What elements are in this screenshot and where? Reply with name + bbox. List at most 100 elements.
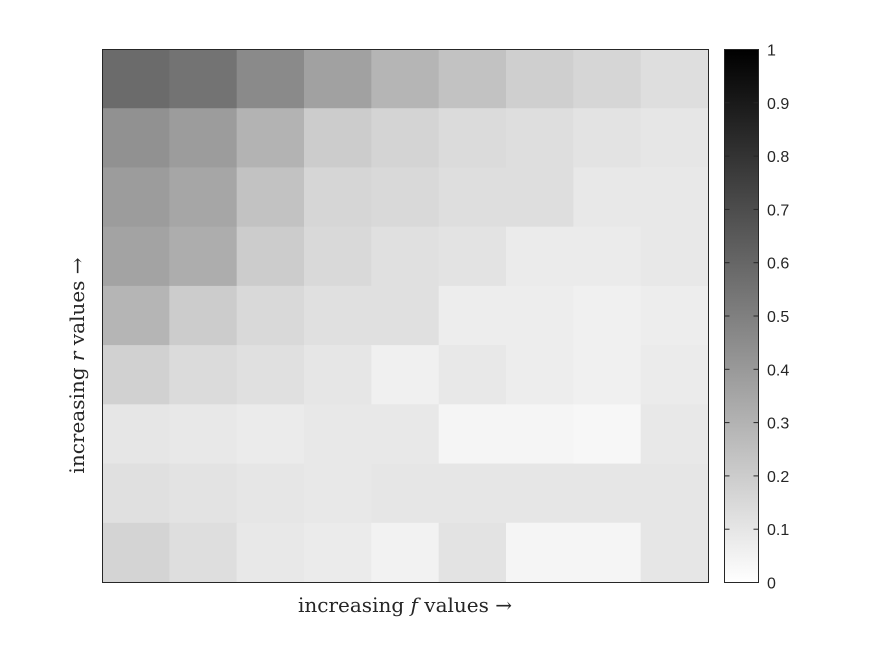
heatmap-cell bbox=[438, 226, 507, 287]
colorbar-tick-label: 1 bbox=[767, 43, 776, 60]
heatmap-cell bbox=[236, 463, 305, 524]
heatmap-cell bbox=[371, 285, 440, 346]
heatmap-cell bbox=[169, 49, 238, 109]
heatmap-cell bbox=[102, 463, 170, 524]
heatmap-cell bbox=[371, 167, 440, 228]
heatmap-cell bbox=[102, 167, 170, 228]
heatmap-cell bbox=[506, 108, 574, 169]
heatmap-cell bbox=[236, 167, 305, 228]
heatmap-cell bbox=[102, 108, 170, 169]
heatmap-cell bbox=[236, 226, 305, 287]
heatmap-cell bbox=[438, 404, 507, 465]
heatmap-cell bbox=[169, 404, 238, 465]
heatmap-cell bbox=[371, 49, 440, 109]
colorbar-tick-label: 0.1 bbox=[767, 522, 789, 539]
heatmap-cell bbox=[640, 285, 709, 346]
heatmap-cell bbox=[236, 404, 305, 465]
heatmap-cell bbox=[573, 285, 642, 346]
heatmap-cell bbox=[371, 463, 440, 524]
heatmap-cell bbox=[573, 108, 642, 169]
heatmap-cell bbox=[438, 108, 507, 169]
heatmap-cell bbox=[102, 345, 170, 405]
heatmap-cell bbox=[506, 167, 574, 228]
heatmap-cell bbox=[506, 404, 574, 465]
heatmap-cell bbox=[573, 522, 642, 583]
colorbar-tick-label: 0.6 bbox=[767, 256, 789, 273]
x-axis-label-suffix: values → bbox=[418, 593, 512, 617]
heatmap-cell bbox=[573, 463, 642, 524]
heatmap-cell bbox=[371, 522, 440, 583]
heatmap-cell bbox=[438, 463, 507, 524]
heatmap-cell bbox=[438, 345, 507, 405]
colorbar-tick-label: 0.7 bbox=[767, 202, 789, 219]
heatmap-cell bbox=[506, 49, 574, 109]
x-axis-label-prefix: increasing bbox=[298, 593, 411, 617]
heatmap-cell bbox=[304, 226, 372, 287]
heatmap-cell bbox=[371, 404, 440, 465]
heatmap-cell bbox=[640, 167, 709, 228]
heatmap-cell bbox=[304, 285, 372, 346]
heatmap-cell bbox=[169, 522, 238, 583]
colorbar-tick-label: 0 bbox=[767, 576, 776, 593]
plot-frame bbox=[102, 49, 709, 583]
colorbar-ticks: 0 0.1 0.2 0.3 0.4 0.5 0.6 0.7 0.8 0.9 1 bbox=[724, 43, 789, 593]
heatmap-cell bbox=[506, 522, 574, 583]
colorbar-tick-label: 0.3 bbox=[767, 416, 789, 433]
colorbar bbox=[724, 49, 759, 583]
heatmap-cell bbox=[640, 108, 709, 169]
heatmap-cell bbox=[304, 463, 372, 524]
colorbar-tick-label: 0.2 bbox=[767, 469, 789, 486]
heatmap-cell bbox=[371, 226, 440, 287]
heatmap-cell bbox=[573, 345, 642, 405]
heatmap-cell bbox=[506, 345, 574, 405]
y-axis-label-suffix: values → bbox=[65, 257, 89, 351]
heatmap-cell bbox=[102, 49, 170, 109]
heatmap-cell bbox=[102, 226, 170, 287]
heatmap-cell bbox=[438, 522, 507, 583]
heatmap-cell bbox=[304, 522, 372, 583]
heatmap-cell bbox=[169, 108, 238, 169]
heatmap-cell bbox=[304, 167, 372, 228]
heatmap-cell bbox=[169, 226, 238, 287]
heatmap-cell bbox=[640, 463, 709, 524]
heatmap-cell bbox=[169, 345, 238, 405]
colorbar-tick-label: 0.9 bbox=[767, 96, 789, 113]
heatmap-cell bbox=[169, 167, 238, 228]
heatmap-cell bbox=[304, 345, 372, 405]
heatmap-cell bbox=[102, 404, 170, 465]
colorbar-tick-label: 0.5 bbox=[767, 309, 789, 326]
heatmap-cell bbox=[236, 285, 305, 346]
heatmap-cell bbox=[169, 463, 238, 524]
heatmap-cell bbox=[573, 404, 642, 465]
heatmap-cell bbox=[371, 345, 440, 405]
heatmap-cell bbox=[640, 226, 709, 287]
heatmap-cell bbox=[236, 108, 305, 169]
heatmap-cell bbox=[640, 49, 709, 109]
heatmap-cell bbox=[236, 49, 305, 109]
y-axis-label-var: r bbox=[65, 350, 89, 361]
colorbar-tick-label: 0.8 bbox=[767, 149, 789, 166]
y-axis-label: increasing r values → bbox=[65, 257, 89, 473]
heatmap-cell bbox=[506, 226, 574, 287]
heatmap-cell bbox=[102, 522, 170, 583]
heatmap-cell bbox=[640, 345, 709, 405]
heatmap-cells bbox=[102, 49, 709, 583]
heatmap-cell bbox=[304, 108, 372, 169]
heatmap-cell bbox=[640, 404, 709, 465]
heatmap-cell bbox=[102, 285, 170, 346]
heatmap-cell bbox=[573, 226, 642, 287]
heatmap-cell bbox=[506, 463, 574, 524]
heatmap-cell bbox=[169, 285, 238, 346]
heatmap-cell bbox=[506, 285, 574, 346]
heatmap-cell bbox=[438, 49, 507, 109]
heatmap-cell bbox=[236, 522, 305, 583]
heatmap-cell bbox=[640, 522, 709, 583]
heatmap-cell bbox=[438, 285, 507, 346]
heatmap-cell bbox=[573, 167, 642, 228]
heatmap-cell bbox=[573, 49, 642, 109]
heatmap-cell bbox=[304, 49, 372, 109]
x-axis-label: increasing f values → bbox=[298, 593, 512, 617]
colorbar-tick-label: 0.4 bbox=[767, 362, 789, 379]
heatmap-cell bbox=[371, 108, 440, 169]
